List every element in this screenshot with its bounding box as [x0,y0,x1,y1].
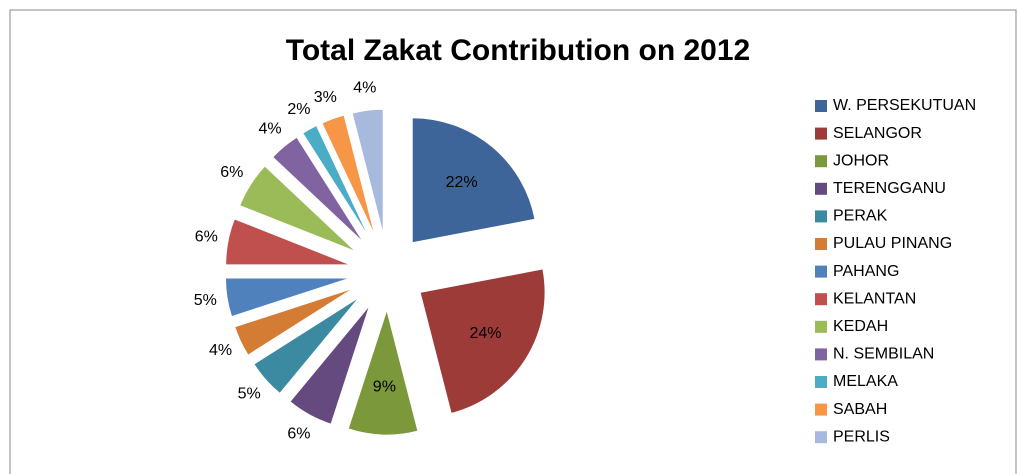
legend-swatch [815,182,827,195]
pie-slice [289,304,371,425]
legend-swatch [815,348,827,361]
legend-label: SELANGOR [833,125,922,142]
data-label: 24% [470,325,502,342]
pie-slice [271,136,365,244]
legend-label: PAHANG [833,263,899,280]
legend-label: TERENGGANU [833,180,946,197]
pie-slice [224,277,351,318]
pie-slice [321,114,376,237]
legend-label: N. SEMBILAN [833,346,934,363]
pie-slice [253,296,360,395]
legend-swatch [815,403,827,416]
pie-slice [239,165,357,253]
chart-title: Total Zakat Contribution on 2012 [286,34,750,67]
legend-label: PERLIS [833,428,890,445]
data-label: 9% [373,379,396,396]
pie-slice [234,287,354,356]
legend-label: MELAKA [833,373,898,390]
legend-label: PULAU PINANG [833,235,952,252]
legend-label: KELANTAN [833,290,916,307]
legend-label: W. PERSEKUTUAN [833,97,976,114]
data-label: 6% [287,425,310,442]
data-label: 2% [287,101,310,118]
chart-frame [9,9,1017,474]
data-label: 3% [314,89,337,106]
legend-swatch [815,127,827,140]
legend-swatch [815,376,827,388]
legend-label: KEDAH [833,318,888,335]
legend-label: PERAK [833,208,888,225]
legend-swatch [815,320,827,333]
data-label: 6% [195,229,218,246]
pie-slice [302,124,371,239]
legend-label: JOHOR [833,152,889,169]
data-label: 5% [238,386,261,403]
pie-slice [411,117,536,244]
pie-slice [347,308,419,436]
data-label: 4% [259,121,282,138]
legend-swatch [815,155,827,168]
data-label: 4% [209,342,232,359]
legend-swatch [815,100,827,112]
legend-swatch [815,293,827,306]
pie-slice [225,218,351,266]
data-label: 5% [194,292,217,309]
data-label: 22% [446,174,478,191]
legend-swatch [815,210,827,223]
legend-swatch [815,431,827,444]
legend-swatch [815,238,827,250]
pie-slice [419,268,546,415]
legend-label: SABAH [833,401,887,418]
data-label: 6% [220,164,243,181]
pie-slice [351,108,384,235]
legend-swatch [815,265,827,278]
data-label: 4% [353,80,376,97]
